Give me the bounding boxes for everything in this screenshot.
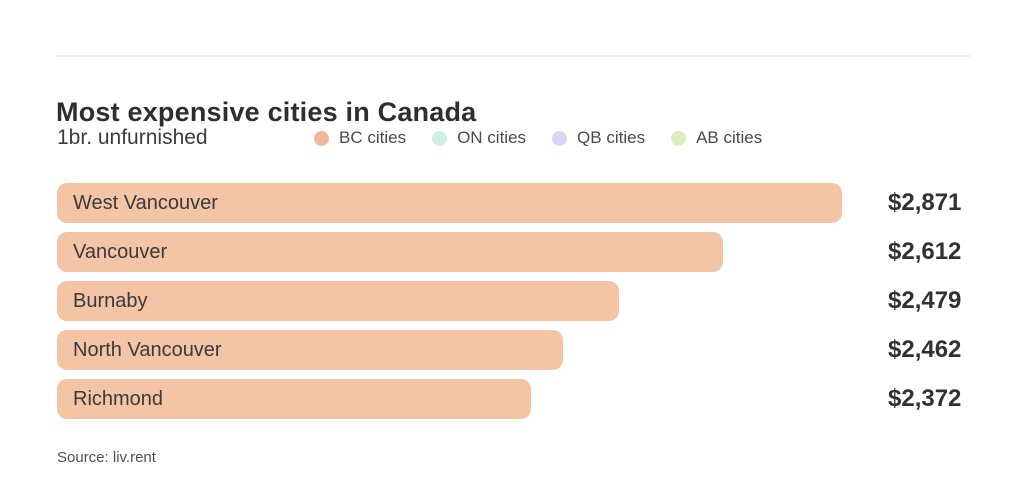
bar-value: $2,372 <box>888 385 962 412</box>
bar-value: $2,462 <box>888 336 962 363</box>
legend-label: BC cities <box>339 128 407 147</box>
bar-row-north-vancouver: North Vancouver $2,462 <box>57 330 967 370</box>
legend-item-on-cities[interactable]: ON cities <box>432 128 526 148</box>
source-attribution: Source: liv.rent <box>57 449 156 466</box>
on-cities-dot-icon <box>432 130 448 146</box>
bar-row-burnaby: Burnaby $2,479 <box>57 281 967 321</box>
bar-label: Burnaby <box>73 289 148 312</box>
bar-label: Richmond <box>73 387 164 410</box>
bar-label: West Vancouver <box>73 191 218 214</box>
bar-value: $2,479 <box>888 287 962 314</box>
bar-label: Vancouver <box>73 240 168 263</box>
bar-richmond: Richmond <box>57 379 531 419</box>
bar-north-vancouver: North Vancouver <box>57 330 563 370</box>
legend-label: AB cities <box>696 128 763 147</box>
page-title: Most expensive cities in Canada <box>56 97 477 128</box>
bar-row-richmond: Richmond $2,372 <box>57 379 967 419</box>
chart-subtitle: 1br. unfurnished <box>57 126 208 149</box>
bar-value: $2,871 <box>888 189 962 216</box>
top-divider <box>57 55 970 57</box>
legend-item-bc-cities[interactable]: BC cities <box>314 128 406 148</box>
qb-cities-dot-icon <box>552 130 568 146</box>
bar-vancouver: Vancouver <box>57 232 723 272</box>
legend-label: ON cities <box>457 128 527 147</box>
bar-value: $2,612 <box>888 238 962 265</box>
legend-item-qb-cities[interactable]: QB cities <box>552 128 645 148</box>
bar-burnaby: Burnaby <box>57 281 619 321</box>
bar-row-vancouver: Vancouver $2,612 <box>57 232 967 272</box>
bar-chart: West Vancouver $2,871 Vancouver $2,612 B… <box>57 183 967 428</box>
bar-row-west-vancouver: West Vancouver $2,871 <box>57 183 967 223</box>
legend-item-ab-cities[interactable]: AB cities <box>671 128 762 148</box>
legend-label: QB cities <box>577 128 646 147</box>
bar-label: North Vancouver <box>73 338 222 361</box>
ab-cities-dot-icon <box>671 130 687 146</box>
subtitle-row: 1br. unfurnished BC cities ON cities QB … <box>57 125 967 151</box>
bar-west-vancouver: West Vancouver <box>57 183 842 223</box>
bc-cities-dot-icon <box>314 130 329 146</box>
legend: BC cities ON cities QB cities AB cities <box>288 125 762 151</box>
